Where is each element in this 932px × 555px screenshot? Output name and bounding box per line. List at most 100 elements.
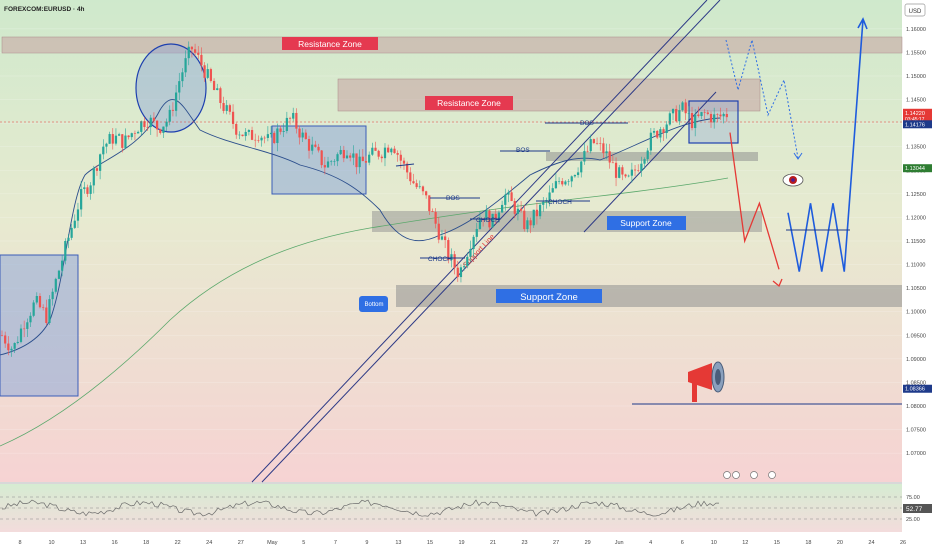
price-badge — [903, 120, 932, 129]
symbol-label: FOREXCOM:EURUSD · 4h — [4, 6, 85, 13]
candle-body — [250, 130, 254, 140]
time-tick-label: 8 — [18, 540, 21, 546]
candle-body — [197, 52, 200, 55]
candle-body — [228, 105, 232, 112]
candle-body — [80, 189, 83, 210]
candle-body — [352, 153, 355, 158]
time-tick-label: May — [267, 540, 278, 546]
candle-body — [510, 192, 513, 202]
consolidation-box-left — [0, 254, 79, 397]
candle-body — [355, 153, 358, 168]
time-tick-label: 27 — [553, 540, 559, 546]
choch-label-1: CHOCH — [476, 217, 500, 224]
candle-body — [418, 186, 421, 188]
candle-body — [136, 131, 140, 134]
choch-label-2: CHOCH — [428, 256, 452, 263]
candle-body — [383, 147, 387, 159]
time-tick-label: 21 — [490, 540, 496, 546]
candle-body — [725, 113, 728, 118]
candle-body — [35, 296, 38, 303]
candle-body — [412, 181, 415, 184]
candle-body — [428, 195, 431, 212]
candle-body — [152, 117, 156, 121]
candle-body — [637, 170, 640, 172]
candle-body — [532, 209, 535, 226]
candle-body — [567, 181, 570, 182]
price-tick-label: 1.08500 — [906, 380, 926, 386]
small-marker-dash — [395, 163, 415, 167]
candle-body — [402, 160, 406, 164]
candle-body — [529, 220, 532, 226]
candle-body — [165, 121, 168, 127]
candle-body — [114, 135, 118, 144]
time-tick-label: 20 — [837, 540, 843, 546]
candle-body — [415, 183, 418, 188]
candle-body — [478, 218, 482, 229]
price-tick-label: 1.07500 — [906, 428, 926, 434]
candle-body — [16, 341, 19, 344]
candle-body — [317, 146, 320, 151]
candle-body — [70, 227, 73, 238]
price-tick-label: 1.10500 — [906, 286, 926, 292]
price-tick-label: 1.12000 — [906, 215, 926, 221]
candle-body — [339, 149, 342, 155]
candle-body — [472, 236, 475, 249]
support-zone-mid — [372, 211, 762, 232]
projection-dotted-arrowhead — [793, 152, 803, 160]
currency-button[interactable]: USD — [904, 3, 926, 17]
candle-body — [431, 211, 434, 212]
candle-body — [706, 112, 709, 114]
candle-body — [456, 267, 459, 278]
candle-body — [133, 133, 137, 134]
candle-body — [320, 150, 323, 166]
candle-body — [193, 49, 197, 53]
candle-body — [95, 168, 99, 171]
candle-body — [485, 210, 488, 221]
candle-body — [121, 134, 124, 148]
support-trendline-2 — [261, 0, 721, 483]
candle-body — [662, 129, 665, 134]
candle-body — [447, 240, 450, 261]
candle-body — [19, 328, 23, 342]
candle-body — [143, 121, 146, 128]
time-tick-label: 24 — [206, 540, 212, 546]
bottom-label: Bottom — [364, 302, 383, 308]
bos-label-3: BOS — [580, 120, 594, 127]
price-badge-label: 1.08366 — [905, 387, 925, 393]
candle-body — [254, 139, 257, 141]
projection-dotted-path — [725, 39, 799, 159]
support-trendline-1 — [251, 0, 708, 483]
candle-body — [675, 108, 678, 122]
event-icons — [723, 471, 776, 479]
candle-body — [668, 113, 671, 125]
candle-body — [266, 134, 269, 138]
support-lower-label: Support Zone — [520, 292, 578, 303]
candle-body — [13, 343, 16, 349]
candle-body — [719, 114, 722, 117]
candles-group — [0, 41, 728, 357]
candle-body — [361, 156, 364, 162]
candle-body — [130, 133, 133, 138]
candle-body — [368, 154, 371, 163]
price-badge — [903, 164, 932, 173]
candle-body — [83, 187, 86, 190]
candle-body — [238, 134, 241, 136]
projection-blue-path — [787, 19, 864, 272]
candle-body — [333, 161, 336, 162]
ma-long-line — [0, 177, 729, 447]
candle-body — [67, 237, 70, 241]
candle-body — [694, 114, 697, 129]
currency-button-label[interactable]: USD — [909, 9, 922, 15]
candle-body — [557, 181, 561, 182]
candle-body — [516, 208, 520, 214]
projection-red-arrowhead — [772, 278, 783, 288]
candle-body — [155, 120, 159, 130]
time-tick-label: 5 — [302, 540, 305, 546]
price-tick-label: 1.09000 — [906, 357, 926, 363]
support-lower-label-bg — [496, 289, 602, 303]
candle-body — [345, 155, 349, 159]
candle-body — [599, 143, 602, 144]
price-tick-label: 1.08000 — [906, 404, 926, 410]
candle-body — [178, 81, 181, 93]
price-badge-label: 1.14176 — [905, 122, 925, 128]
